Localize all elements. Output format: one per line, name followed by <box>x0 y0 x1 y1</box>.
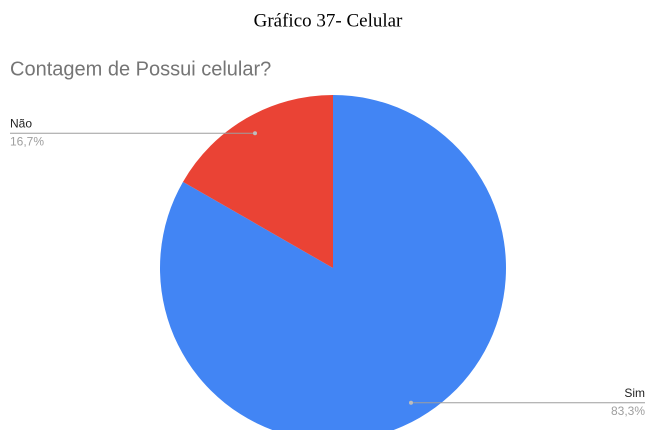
pie-slice <box>160 95 506 430</box>
chart-title: Contagem de Possui celular? <box>10 58 271 80</box>
slice-value-label: 83,3% <box>611 404 645 418</box>
slice-value-label: 16,7% <box>10 134 44 148</box>
slice-label: Não <box>10 116 32 130</box>
pie-slice <box>182 95 333 268</box>
leader-dot <box>253 131 258 136</box>
caption: Gráfico 37- Celular <box>254 10 403 31</box>
leader-dot <box>408 400 413 405</box>
slice-label: Sim <box>624 386 645 400</box>
